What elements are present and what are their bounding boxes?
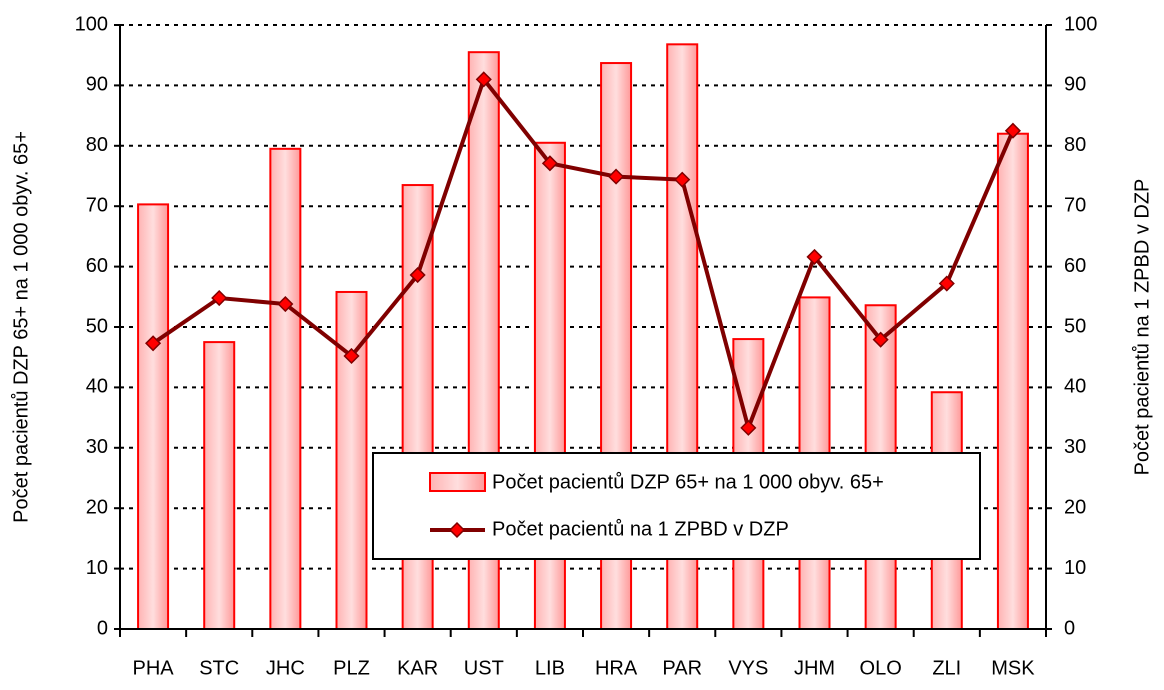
x-tick-label: STC <box>199 657 239 679</box>
y2-tick-label: 30 <box>1064 436 1086 458</box>
y2-tick-label: 90 <box>1064 74 1086 96</box>
legend-label: Počet pacientů DZP 65+ na 1 000 obyv. 65… <box>492 471 884 493</box>
y-tick-label: 70 <box>86 194 108 216</box>
x-tick-label: JHC <box>266 657 305 679</box>
y2-tick-label: 60 <box>1064 255 1086 277</box>
marker <box>806 248 823 265</box>
bar <box>996 132 1029 630</box>
marker <box>277 295 294 313</box>
x-tick-label: PAR <box>662 657 702 679</box>
x-tick-label: OLO <box>860 657 902 679</box>
y-tick-label: 80 <box>86 134 108 156</box>
x-tick-label: VYS <box>728 657 768 679</box>
y2-tick-label: 50 <box>1064 315 1086 337</box>
marker <box>343 347 360 365</box>
y2-tick-label: 40 <box>1064 376 1086 398</box>
y2-tick-label: 80 <box>1064 134 1086 156</box>
marker <box>1004 122 1021 139</box>
x-tick-label: JHM <box>794 657 835 679</box>
legend-marker <box>448 521 466 539</box>
marker <box>409 266 426 284</box>
marker <box>211 289 228 307</box>
marker <box>145 335 162 352</box>
bar <box>137 203 170 630</box>
y-tick-label: 40 <box>86 376 108 398</box>
x-tick-label: KAR <box>397 657 438 679</box>
y2-tick-label: 70 <box>1064 194 1086 216</box>
marker <box>608 168 625 185</box>
legend-label: Počet pacientů na 1 ZPBD v DZP <box>492 518 789 540</box>
marker <box>541 155 558 172</box>
y-tick-label: 60 <box>86 255 108 277</box>
y2-tick-label: 100 <box>1064 13 1097 35</box>
y-axis-label: Počet pacientů DZP 65+ na 1 000 obyv. 65… <box>10 131 32 523</box>
line <box>151 75 1015 435</box>
marker <box>872 331 889 348</box>
bar <box>203 341 236 630</box>
marker <box>475 71 492 88</box>
y2-tick-label: 0 <box>1064 617 1075 639</box>
y2-tick-label: 10 <box>1064 557 1086 579</box>
x-tick-label: LIB <box>535 657 565 679</box>
x-tick-label: ZLI <box>932 657 961 679</box>
y-tick-label: 0 <box>97 617 108 639</box>
x-tick-label: UST <box>464 657 504 679</box>
legend-box <box>372 452 981 560</box>
marker <box>740 419 757 436</box>
y-tick-label: 10 <box>86 557 108 579</box>
legend-swatch <box>429 472 486 492</box>
y-tick-label: 50 <box>86 315 108 337</box>
y-tick-label: 30 <box>86 436 108 458</box>
y-tick-label: 90 <box>86 74 108 96</box>
y2-axis-label: Počet pacientů na 1 ZPBD v DZP <box>1131 179 1153 476</box>
x-tick-label: HRA <box>595 657 638 679</box>
x-tick-label: PHA <box>133 657 175 679</box>
bar <box>269 147 302 630</box>
bar <box>401 184 434 630</box>
x-tick-label: PLZ <box>333 657 370 679</box>
marker <box>938 275 955 292</box>
y-tick-label: 20 <box>86 496 108 518</box>
y2-tick-label: 20 <box>1064 496 1086 518</box>
marker <box>674 171 691 188</box>
x-tick-label: MSK <box>991 657 1035 679</box>
y-tick-label: 100 <box>75 13 108 35</box>
